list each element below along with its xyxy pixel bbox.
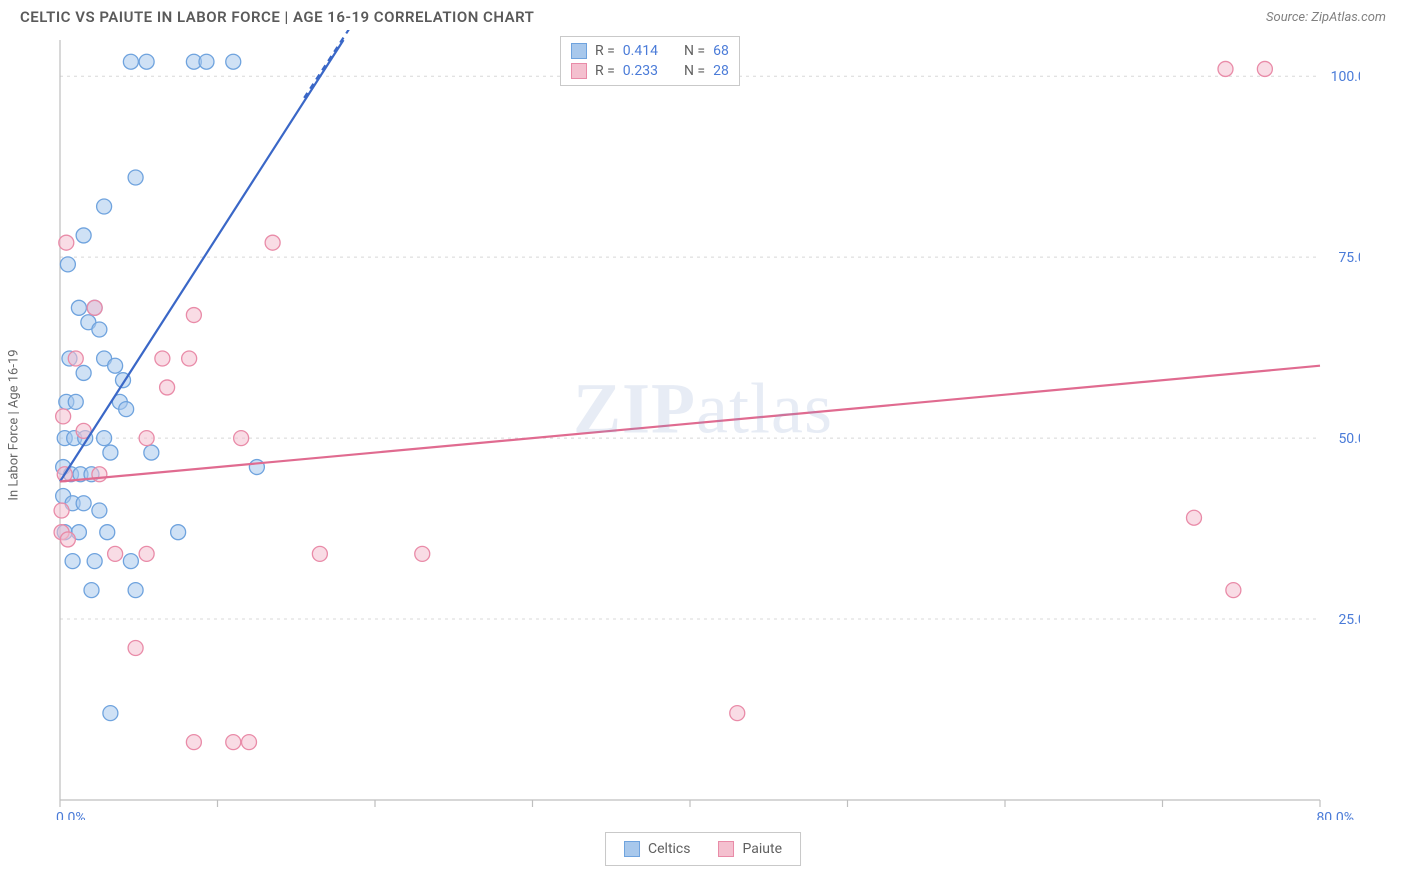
svg-text:0.0%: 0.0% bbox=[56, 810, 86, 820]
legend-n-value: 28 bbox=[713, 63, 729, 79]
legend-r-label: R = bbox=[595, 63, 615, 79]
legend-r-value: 0.414 bbox=[623, 43, 658, 59]
legend-series-label: Celtics bbox=[648, 841, 690, 857]
correlation-legend: R = 0.414 N = 68 R = 0.233 N = 28 bbox=[560, 36, 740, 86]
scatter-chart: 25.0% 50.0% 75.0% 100.0% 0.0% 80.0% bbox=[20, 30, 1360, 820]
legend-row: Celtics bbox=[624, 839, 690, 859]
chart-header: CELTIC VS PAIUTE IN LABOR FORCE | AGE 16… bbox=[0, 0, 1406, 30]
legend-row: Paiute bbox=[718, 839, 782, 859]
svg-text:50.0%: 50.0% bbox=[1338, 431, 1360, 447]
series-legend: Celtics Paiute bbox=[605, 832, 801, 866]
chart-title: CELTIC VS PAIUTE IN LABOR FORCE | AGE 16… bbox=[20, 8, 534, 26]
svg-text:100.0%: 100.0% bbox=[1331, 69, 1360, 85]
legend-r-value: 0.233 bbox=[623, 63, 658, 79]
legend-swatch bbox=[718, 841, 734, 857]
legend-r-label: R = bbox=[595, 43, 615, 59]
legend-swatch bbox=[624, 841, 640, 857]
svg-text:25.0%: 25.0% bbox=[1338, 612, 1360, 628]
legend-n-label: N = bbox=[684, 63, 705, 79]
legend-swatch bbox=[571, 63, 587, 79]
legend-swatch bbox=[571, 43, 587, 59]
legend-series-label: Paiute bbox=[742, 841, 782, 857]
chart-source: Source: ZipAtlas.com bbox=[1266, 10, 1386, 25]
legend-row: R = 0.414 N = 68 bbox=[571, 41, 729, 61]
svg-text:75.0%: 75.0% bbox=[1338, 250, 1360, 266]
legend-n-value: 68 bbox=[713, 43, 729, 59]
legend-n-label: N = bbox=[684, 43, 705, 59]
y-axis-label: In Labor Force | Age 16-19 bbox=[7, 349, 22, 500]
svg-text:80.0%: 80.0% bbox=[1316, 810, 1354, 820]
chart-container: In Labor Force | Age 16-19 ZIPatlas 25.0… bbox=[20, 30, 1386, 820]
legend-row: R = 0.233 N = 28 bbox=[571, 61, 729, 81]
